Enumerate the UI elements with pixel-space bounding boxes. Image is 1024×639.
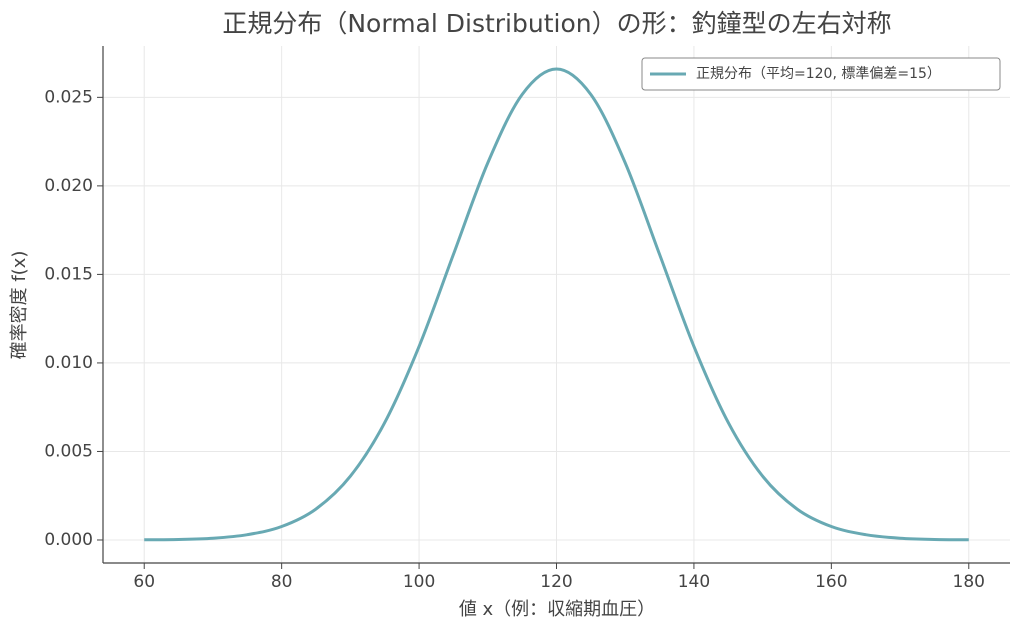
x-tick-label: 140: [678, 572, 710, 592]
y-axis-label: 確率密度 f(x): [9, 251, 30, 360]
legend-box: [641, 57, 1001, 91]
x-tick-label: 60: [133, 572, 155, 592]
y-tick-label: 0.015: [44, 264, 93, 284]
legend-label: 正規分布（平均=120, 標準偏差=15）: [696, 66, 941, 82]
legend: 正規分布（平均=120, 標準偏差=15）: [641, 57, 1001, 91]
y-tick-label: 0.005: [44, 441, 93, 461]
x-tick-label: 180: [953, 572, 985, 592]
chart-title: 正規分布（Normal Distribution）の形：釣鐘型の左右対称: [222, 9, 891, 38]
y-tick-label: 0.025: [44, 87, 93, 107]
y-tick-label: 0.000: [44, 530, 93, 550]
y-tick-label: 0.010: [44, 353, 93, 373]
x-tick-label: 100: [403, 572, 435, 592]
x-tick-label: 80: [271, 572, 293, 592]
x-tick-label: 160: [815, 572, 847, 592]
y-tick-label: 0.020: [44, 176, 93, 196]
line-series: [144, 67, 969, 542]
x-tick-label: 120: [540, 572, 572, 592]
x-axis-label: 値 x（例：収縮期血圧）: [459, 599, 655, 620]
